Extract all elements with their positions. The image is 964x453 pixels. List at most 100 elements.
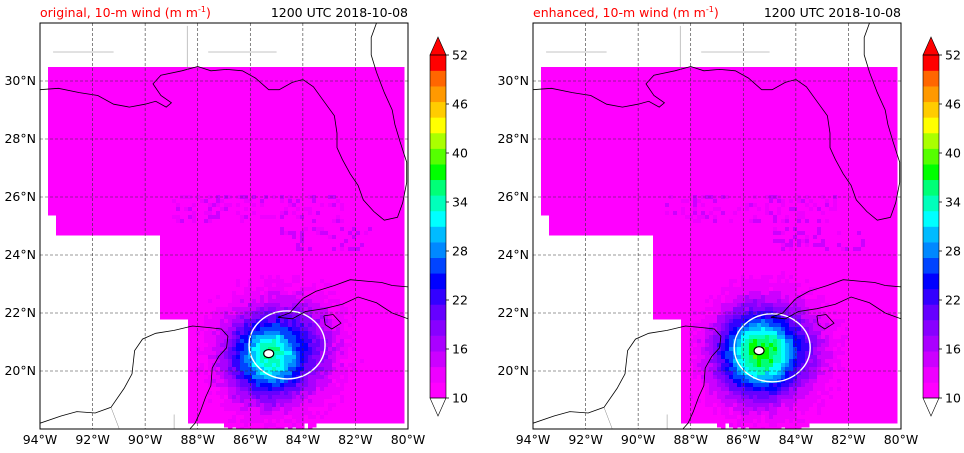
wind-cell (372, 79, 377, 84)
wind-cell (208, 67, 213, 72)
wind-cell (200, 87, 205, 92)
wind-cell (104, 147, 109, 152)
wind-cell (316, 203, 321, 208)
wind-cell (52, 187, 57, 192)
wind-cell (320, 291, 325, 296)
wind-cell (348, 199, 353, 204)
wind-cell (188, 227, 193, 232)
wind-cell (352, 139, 357, 144)
wind-cell (220, 255, 225, 260)
wind-cell (392, 107, 397, 112)
wind-cell (276, 143, 281, 148)
wind-cell (304, 291, 309, 296)
wind-cell (268, 251, 273, 256)
wind-cell (60, 127, 65, 132)
wind-cell (104, 123, 109, 128)
wind-cell (224, 111, 229, 116)
wind-cell (264, 83, 269, 88)
wind-cell (128, 95, 133, 100)
wind-cell (196, 159, 201, 164)
wind-cell (384, 299, 389, 304)
wind-cell (80, 139, 85, 144)
wind-cell (164, 279, 169, 284)
wind-cell (188, 127, 193, 132)
wind-cell (244, 235, 249, 240)
wind-cell (160, 91, 165, 96)
wind-cell (308, 243, 313, 248)
wind-cell (116, 131, 121, 136)
wind-cell (168, 135, 173, 140)
wind-cell (176, 271, 181, 276)
wind-cell (204, 119, 209, 124)
wind-cell (248, 239, 253, 244)
wind-cell (88, 155, 93, 160)
wind-cell (376, 143, 381, 148)
wind-cell (140, 87, 145, 92)
wind-cell (240, 103, 245, 108)
wind-cell (360, 235, 365, 240)
wind-cell (80, 107, 85, 112)
wind-cell (156, 191, 161, 196)
wind-cell (232, 255, 237, 260)
wind-cell (156, 219, 161, 224)
wind-cell (396, 215, 401, 220)
wind-cell (232, 283, 237, 288)
wind-cell (216, 79, 221, 84)
wind-cell (156, 203, 161, 208)
wind-cell (96, 207, 101, 212)
wind-cell (200, 275, 205, 280)
wind-cell (224, 291, 229, 296)
wind-cell (396, 171, 401, 176)
wind-cell (216, 99, 221, 104)
wind-cell (48, 71, 53, 76)
wind-cell (172, 107, 177, 112)
wind-cell (160, 203, 165, 208)
wind-cell (100, 139, 105, 144)
wind-cell (268, 223, 273, 228)
wind-cell (124, 135, 129, 140)
wind-cell (284, 215, 289, 220)
wind-cell (172, 175, 177, 180)
wind-cell (72, 123, 77, 128)
wind-cell (308, 111, 313, 116)
wind-cell (288, 131, 293, 136)
wind-cell (256, 315, 261, 320)
wind-cell (332, 295, 337, 300)
wind-cell (136, 179, 141, 184)
wind-cell (176, 299, 181, 304)
wind-cell (340, 167, 345, 172)
wind-cell (336, 135, 341, 140)
wind-cell (232, 163, 237, 168)
wind-cell (232, 175, 237, 180)
wind-cell (228, 295, 233, 300)
wind-cell (344, 227, 349, 232)
wind-cell (220, 223, 225, 228)
wind-cell (272, 99, 277, 104)
wind-cell (280, 303, 285, 308)
wind-cell (48, 127, 53, 132)
wind-cell (372, 111, 377, 116)
wind-cell (352, 311, 357, 316)
wind-cell (396, 243, 401, 248)
wind-cell (296, 71, 301, 76)
wind-cell (96, 83, 101, 88)
wind-cell (92, 67, 97, 72)
wind-cell (380, 99, 385, 104)
wind-cell (392, 183, 397, 188)
wind-cell (52, 115, 57, 120)
wind-cell (192, 95, 197, 100)
wind-cell (400, 283, 405, 288)
wind-cell (368, 295, 373, 300)
wind-cell (76, 155, 81, 160)
wind-cell (172, 291, 177, 296)
wind-cell (68, 171, 73, 176)
wind-cell (160, 71, 165, 76)
wind-cell (96, 95, 101, 100)
wind-cell (340, 91, 345, 96)
wind-cell (160, 259, 165, 264)
wind-cell (332, 67, 337, 72)
wind-cell (192, 215, 197, 220)
wind-cell (188, 183, 193, 188)
wind-cell (292, 207, 297, 212)
wind-cell (280, 175, 285, 180)
